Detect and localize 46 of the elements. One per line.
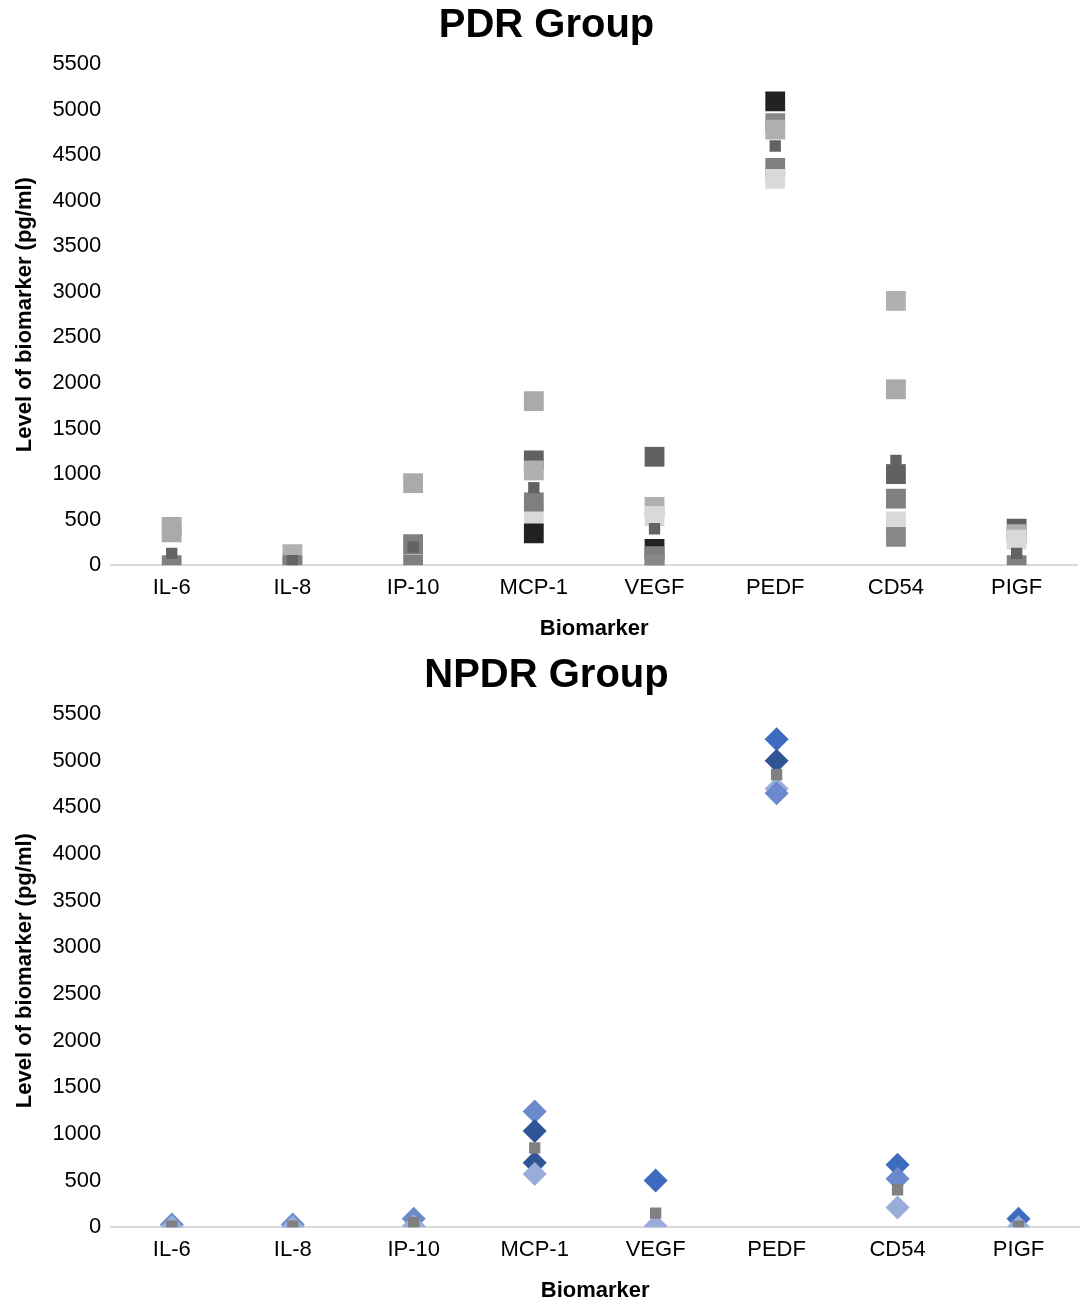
y-tick-label: 5500	[52, 50, 102, 76]
x-tick-label: IL-8	[273, 574, 312, 600]
y-tick-label: 4500	[52, 793, 102, 819]
y-tick-label: 500	[64, 505, 102, 531]
y-tick-label: 1000	[52, 1119, 102, 1145]
y-tick-label: 2500	[52, 323, 102, 349]
y-tick-label: 1500	[52, 414, 102, 440]
y-tick-label: 5000	[52, 95, 102, 121]
y-tick-label: 1500	[52, 1073, 102, 1099]
y-tick-label: 3500	[52, 232, 102, 258]
y-tick-label: 3000	[52, 933, 102, 959]
y-tick-label: 1000	[52, 460, 102, 486]
y-tick-label: 5000	[52, 746, 102, 772]
x-tick-label: PEDF	[747, 1236, 806, 1262]
x-tick-label: PIGF	[990, 574, 1043, 600]
x-tick-label: CD54	[869, 1236, 926, 1262]
chart-title: PDR Group	[438, 1, 655, 46]
y-tick-label: 2500	[52, 979, 102, 1005]
y-tick-label: 500	[64, 1166, 102, 1192]
x-tick-label: VEGF	[624, 574, 685, 600]
y-tick-label: 4000	[52, 840, 102, 866]
y-tick-label: 3500	[52, 886, 102, 912]
x-tick-label: IL-6	[152, 574, 191, 600]
y-tick-label: 3000	[52, 277, 102, 303]
x-tick-label: PIGF	[992, 1236, 1045, 1262]
y-tick-label: 2000	[52, 1026, 102, 1052]
x-axis-title: Biomarker	[539, 614, 650, 640]
y-tick-label: 4500	[52, 141, 102, 167]
x-axis-title: Biomarker	[540, 1276, 651, 1302]
x-tick-label: MCP-1	[500, 1236, 569, 1262]
x-tick-label: IL-8	[273, 1236, 312, 1262]
y-axis-title: Level of biomarker (pg/ml)	[11, 177, 37, 453]
x-tick-label: IP-10	[387, 1236, 441, 1262]
y-tick-label: 5500	[52, 700, 102, 726]
x-tick-label: PEDF	[745, 574, 805, 600]
y-tick-label: 4000	[52, 186, 102, 212]
x-tick-label: VEGF	[625, 1236, 686, 1262]
x-tick-label: IL-6	[152, 1236, 191, 1262]
x-tick-label: IP-10	[386, 574, 440, 600]
y-tick-label: 0	[89, 551, 102, 577]
chart-title: NPDR Group	[424, 651, 669, 696]
y-axis-title: Level of biomarker (pg/ml)	[11, 833, 37, 1109]
x-tick-label: MCP-1	[499, 574, 569, 600]
y-tick-label: 0	[89, 1213, 102, 1239]
y-tick-label: 2000	[52, 369, 102, 395]
x-tick-label: CD54	[867, 574, 925, 600]
